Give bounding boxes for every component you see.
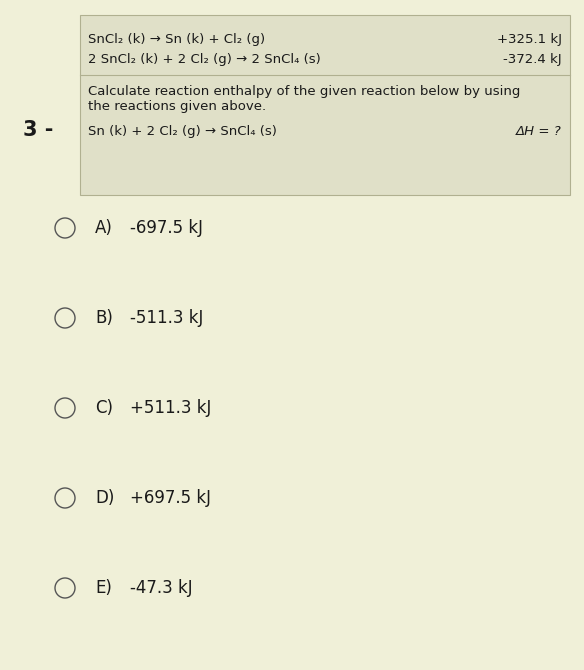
- Text: -372.4 kJ: -372.4 kJ: [503, 53, 562, 66]
- Text: +511.3 kJ: +511.3 kJ: [130, 399, 211, 417]
- Text: -697.5 kJ: -697.5 kJ: [130, 219, 203, 237]
- Text: B): B): [95, 309, 113, 327]
- Text: A): A): [95, 219, 113, 237]
- Text: SnCl₂ (k) → Sn (k) + Cl₂ (g): SnCl₂ (k) → Sn (k) + Cl₂ (g): [88, 33, 265, 46]
- Text: Calculate reaction enthalpy of the given reaction below by using: Calculate reaction enthalpy of the given…: [88, 85, 520, 98]
- Text: C): C): [95, 399, 113, 417]
- Text: +697.5 kJ: +697.5 kJ: [130, 489, 211, 507]
- Text: 3 -: 3 -: [23, 120, 53, 140]
- Text: +325.1 kJ: +325.1 kJ: [497, 33, 562, 46]
- Text: ΔH = ?: ΔH = ?: [516, 125, 562, 138]
- Text: the reactions given above.: the reactions given above.: [88, 100, 266, 113]
- Text: E): E): [95, 579, 112, 597]
- Text: -511.3 kJ: -511.3 kJ: [130, 309, 203, 327]
- Text: 2 SnCl₂ (k) + 2 Cl₂ (g) → 2 SnCl₄ (s): 2 SnCl₂ (k) + 2 Cl₂ (g) → 2 SnCl₄ (s): [88, 53, 321, 66]
- Text: D): D): [95, 489, 114, 507]
- Text: Sn (k) + 2 Cl₂ (g) → SnCl₄ (s): Sn (k) + 2 Cl₂ (g) → SnCl₄ (s): [88, 125, 277, 138]
- FancyBboxPatch shape: [80, 15, 570, 195]
- Text: -47.3 kJ: -47.3 kJ: [130, 579, 193, 597]
